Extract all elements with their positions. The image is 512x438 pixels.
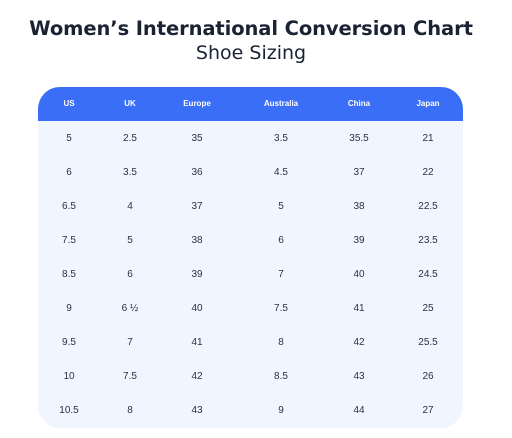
cell-china: 41 [353, 303, 365, 314]
cell-australia: 9 [278, 405, 284, 416]
cell-australia: 5 [278, 201, 284, 212]
cell-us: 9.5 [62, 337, 76, 348]
cell-us: 8.5 [62, 269, 76, 280]
cell-us: 7.5 [62, 235, 76, 246]
conversion-table: US UK Europe Australia China Japan 5 2.5… [38, 87, 463, 428]
cell-china: 43 [353, 371, 365, 382]
table-row: 7.5 5 38 6 39 23.5 [38, 224, 463, 258]
cell-china: 38 [353, 201, 365, 212]
cell-us: 9 [66, 303, 72, 314]
cell-uk: 7.5 [123, 371, 137, 382]
cell-australia: 6 [278, 235, 284, 246]
column-header-japan: Japan [416, 99, 440, 108]
table-row: 6.5 4 37 5 38 22.5 [38, 190, 463, 224]
column-header-china: China [347, 99, 371, 108]
cell-uk: 5 [127, 235, 133, 246]
cell-japan: 25.5 [418, 337, 438, 348]
cell-uk: 6 [127, 269, 133, 280]
table-row: 8.5 6 39 7 40 24.5 [38, 258, 463, 292]
cell-uk: 4 [127, 201, 133, 212]
column-header-europe: Europe [183, 99, 211, 108]
cell-europe: 36 [191, 167, 203, 178]
cell-japan: 21 [422, 133, 434, 144]
cell-china: 39 [353, 235, 365, 246]
cell-japan: 22.5 [418, 201, 438, 212]
page-title: Women’s International Conversion Chart [29, 17, 473, 40]
cell-europe: 41 [191, 337, 203, 348]
cell-japan: 26 [422, 371, 434, 382]
cell-us: 6.5 [62, 201, 76, 212]
table-row: 9.5 7 41 8 42 25.5 [38, 326, 463, 360]
cell-uk: 6 ½ [121, 303, 139, 314]
cell-japan: 22 [422, 167, 434, 178]
column-header-us: US [63, 99, 75, 108]
cell-europe: 39 [191, 269, 203, 280]
cell-china: 37 [353, 167, 365, 178]
cell-europe: 35 [191, 133, 203, 144]
cell-uk: 8 [127, 405, 133, 416]
cell-us: 10.5 [59, 405, 79, 416]
cell-japan: 24.5 [418, 269, 438, 280]
column-header-australia: Australia [263, 99, 299, 108]
cell-australia: 3.5 [274, 133, 288, 144]
cell-china: 42 [353, 337, 365, 348]
cell-europe: 42 [191, 371, 203, 382]
cell-uk: 2.5 [123, 133, 137, 144]
table-header-row: US UK Europe Australia China Japan [38, 87, 463, 121]
cell-us: 6 [66, 167, 72, 178]
cell-australia: 8.5 [274, 371, 288, 382]
page-subtitle: Shoe Sizing [195, 42, 307, 64]
cell-china: 40 [353, 269, 365, 280]
cell-europe: 43 [191, 405, 203, 416]
cell-china: 35.5 [349, 133, 369, 144]
cell-japan: 27 [422, 405, 434, 416]
cell-australia: 8 [278, 337, 284, 348]
cell-uk: 3.5 [123, 167, 137, 178]
table-row: 9 6 ½ 40 7.5 41 25 [38, 292, 463, 326]
cell-europe: 40 [191, 303, 203, 314]
cell-china: 44 [353, 405, 365, 416]
cell-australia: 7.5 [274, 303, 288, 314]
cell-japan: 25 [422, 303, 434, 314]
table-row: 10.5 8 43 9 44 27 [38, 394, 463, 428]
cell-europe: 37 [191, 201, 203, 212]
cell-australia: 7 [278, 269, 284, 280]
cell-us: 5 [66, 133, 72, 144]
cell-japan: 23.5 [418, 235, 438, 246]
cell-uk: 7 [127, 337, 133, 348]
cell-australia: 4.5 [274, 167, 288, 178]
cell-us: 10 [63, 371, 75, 382]
table-row: 5 2.5 35 3.5 35.5 21 [38, 122, 463, 156]
cell-europe: 38 [191, 235, 203, 246]
table-row: 10 7.5 42 8.5 43 26 [38, 360, 463, 394]
column-header-uk: UK [124, 99, 136, 108]
table-row: 6 3.5 36 4.5 37 22 [38, 156, 463, 190]
